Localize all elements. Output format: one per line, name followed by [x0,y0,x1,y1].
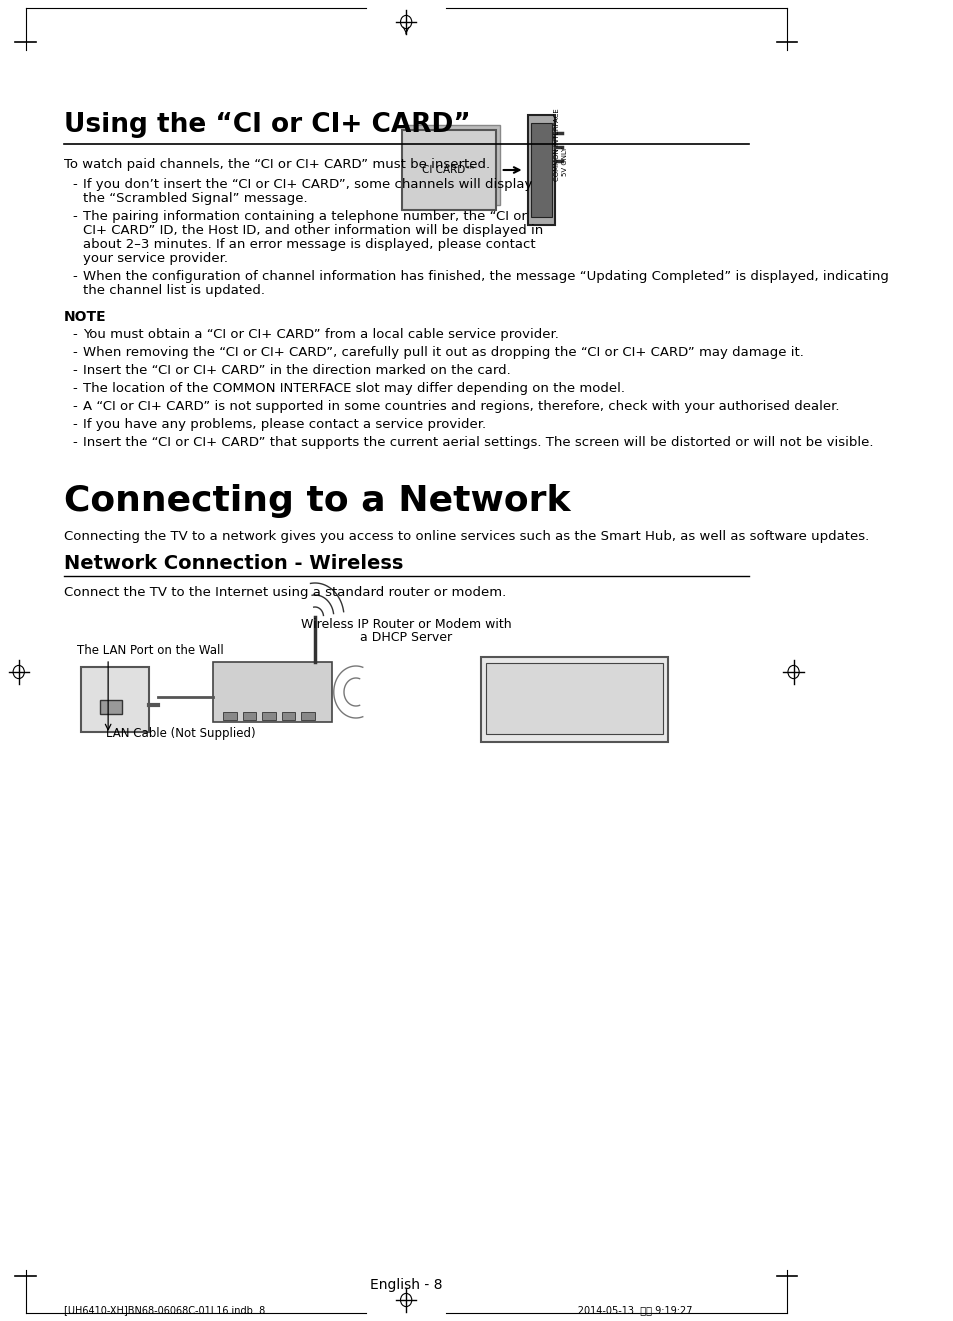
Text: NOTE: NOTE [64,310,107,324]
Text: When removing the “CI or CI+ CARD”, carefully pull it out as dropping the “CI or: When removing the “CI or CI+ CARD”, care… [83,346,802,359]
Bar [486,663,662,734]
Text: The pairing information containing a telephone number, the “CI or: The pairing information containing a tel… [83,210,526,223]
Text: [UH6410-XH]BN68-06068C-01L16.indb  8                                            : [UH6410-XH]BN68-06068C-01L16.indb 8 [64,1305,692,1314]
Text: The LAN Port on the Wall: The LAN Port on the Wall [76,645,223,657]
Bar [213,662,332,723]
Bar [81,667,149,732]
Bar [281,712,295,720]
Text: Connect the TV to the Internet using a standard router or modem.: Connect the TV to the Internet using a s… [64,587,506,598]
Text: -: - [72,417,77,431]
Text: Wireless IP Router or Modem with: Wireless IP Router or Modem with [300,618,511,631]
Text: You must obtain a “CI or CI+ CARD” from a local cable service provider.: You must obtain a “CI or CI+ CARD” from … [83,328,558,341]
Bar [527,115,555,225]
Text: LAN Cable (Not Supplied): LAN Cable (Not Supplied) [106,727,255,740]
Text: the “Scrambled Signal” message.: the “Scrambled Signal” message. [83,192,307,205]
Text: the channel list is updated.: the channel list is updated. [83,284,264,297]
Text: -: - [72,178,77,192]
Text: -: - [72,210,77,223]
Text: a DHCP Server: a DHCP Server [359,631,452,645]
Bar [301,712,314,720]
Bar [99,700,122,713]
Text: Insert the “CI or CI+ CARD” that supports the current aerial settings. The scree: Insert the “CI or CI+ CARD” that support… [83,436,872,449]
Text: Using the “CI or CI+ CARD”: Using the “CI or CI+ CARD” [64,112,470,137]
Bar [401,129,495,210]
Text: your service provider.: your service provider. [83,252,228,266]
Bar [223,712,236,720]
Text: COMMON INTERFACE: COMMON INTERFACE [554,108,559,181]
Text: If you don’t insert the “CI or CI+ CARD”, some channels will display: If you don’t insert the “CI or CI+ CARD”… [83,178,532,192]
Bar [480,657,668,742]
Text: -: - [72,346,77,359]
Bar [531,123,551,217]
Text: -: - [72,365,77,376]
Text: English - 8: English - 8 [370,1277,442,1292]
Text: about 2–3 minutes. If an error message is displayed, please contact: about 2–3 minutes. If an error message i… [83,238,535,251]
Bar [242,712,256,720]
Text: The location of the COMMON INTERFACE slot may differ depending on the model.: The location of the COMMON INTERFACE slo… [83,382,624,395]
Text: -: - [72,382,77,395]
Text: -: - [72,269,77,283]
Text: Connecting the TV to a network gives you access to online services such as the S: Connecting the TV to a network gives you… [64,530,868,543]
Text: 5V ONLY: 5V ONLY [561,147,567,176]
Bar [262,712,275,720]
Text: A “CI or CI+ CARD” is not supported in some countries and regions, therefore, ch: A “CI or CI+ CARD” is not supported in s… [83,400,839,413]
Text: -: - [72,400,77,413]
Text: -: - [72,328,77,341]
Text: CI+ CARD” ID, the Host ID, and other information will be displayed in: CI+ CARD” ID, the Host ID, and other inf… [83,225,542,236]
Text: Network Connection - Wireless: Network Connection - Wireless [64,553,403,573]
Text: If you have any problems, please contact a service provider.: If you have any problems, please contact… [83,417,485,431]
Text: Connecting to a Network: Connecting to a Network [64,483,570,518]
Text: CI CARD™: CI CARD™ [421,165,475,174]
Text: Insert the “CI or CI+ CARD” in the direction marked on the card.: Insert the “CI or CI+ CARD” in the direc… [83,365,510,376]
Bar [406,125,499,205]
Text: -: - [72,436,77,449]
Text: To watch paid channels, the “CI or CI+ CARD” must be inserted.: To watch paid channels, the “CI or CI+ C… [64,159,490,170]
Text: When the configuration of channel information has finished, the message “Updatin: When the configuration of channel inform… [83,269,887,283]
